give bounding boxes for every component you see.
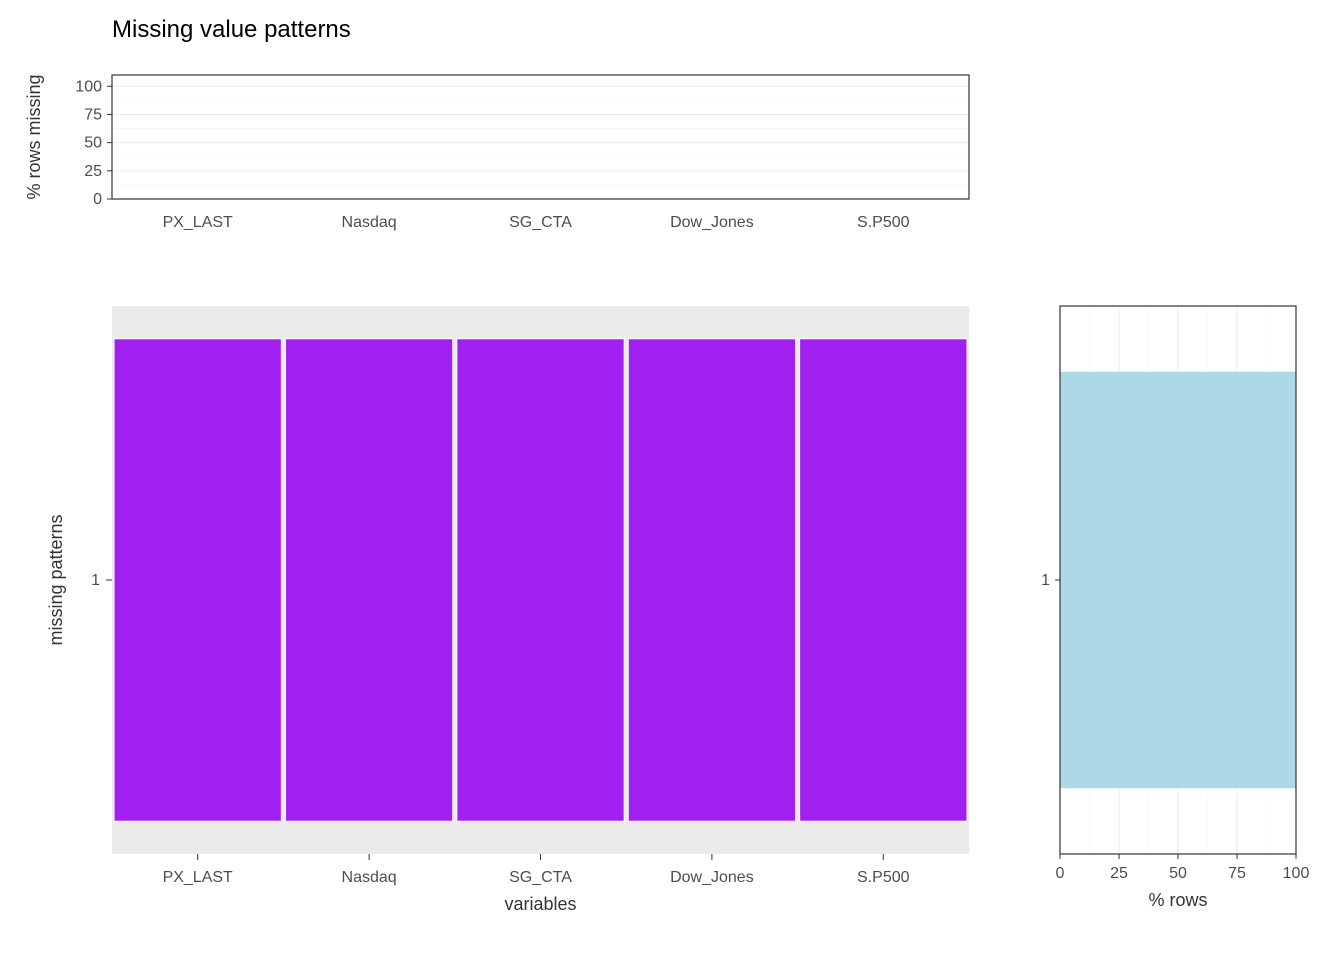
heatmap-tile — [286, 339, 453, 821]
right-bar — [1060, 372, 1296, 788]
main-x-axis-title: variables — [504, 894, 576, 914]
main-xtick-label: Nasdaq — [342, 869, 397, 886]
right-xtick-label: 75 — [1228, 865, 1246, 882]
main-ytick-label: 1 — [91, 572, 100, 589]
top-ytick-label: 25 — [84, 163, 102, 180]
right-xtick-label: 25 — [1110, 865, 1128, 882]
heatmap-tile — [628, 339, 795, 821]
right-xtick-label: 50 — [1169, 865, 1187, 882]
top-panel-title: Missing value patterns — [112, 16, 351, 43]
heatmap-tile — [457, 339, 624, 821]
main-xtick-label: S.P500 — [857, 869, 910, 886]
main-xtick-label: PX_LAST — [163, 869, 233, 886]
top-y-axis-title: % rows missing — [24, 74, 44, 199]
top-ytick-label: 75 — [84, 106, 102, 123]
right-x-axis-title: % rows — [1148, 890, 1207, 910]
top-xtick-label: PX_LAST — [163, 214, 233, 231]
main-y-axis-title: missing patterns — [46, 514, 66, 645]
main-xtick-label: Dow_Jones — [670, 869, 754, 886]
right-xtick-label: 0 — [1056, 865, 1065, 882]
top-ytick-label: 0 — [93, 191, 102, 208]
top-xtick-label: Nasdaq — [342, 214, 397, 231]
top-panel-bg — [112, 75, 969, 199]
right-ytick-label: 1 — [1041, 572, 1050, 589]
right-xtick-label: 100 — [1283, 865, 1310, 882]
heatmap-tile — [114, 339, 281, 821]
top-ytick-label: 50 — [84, 135, 102, 152]
top-ytick-label: 100 — [75, 78, 102, 95]
top-xtick-label: S.P500 — [857, 214, 910, 231]
main-xtick-label: SG_CTA — [509, 869, 572, 886]
top-xtick-label: Dow_Jones — [670, 214, 754, 231]
top-xtick-label: SG_CTA — [509, 214, 572, 231]
missing-value-patterns-figure: Missing value patterns 0 25 50 75 100 PX_LAST N… — [0, 0, 1344, 960]
heatmap-tile — [800, 339, 967, 821]
